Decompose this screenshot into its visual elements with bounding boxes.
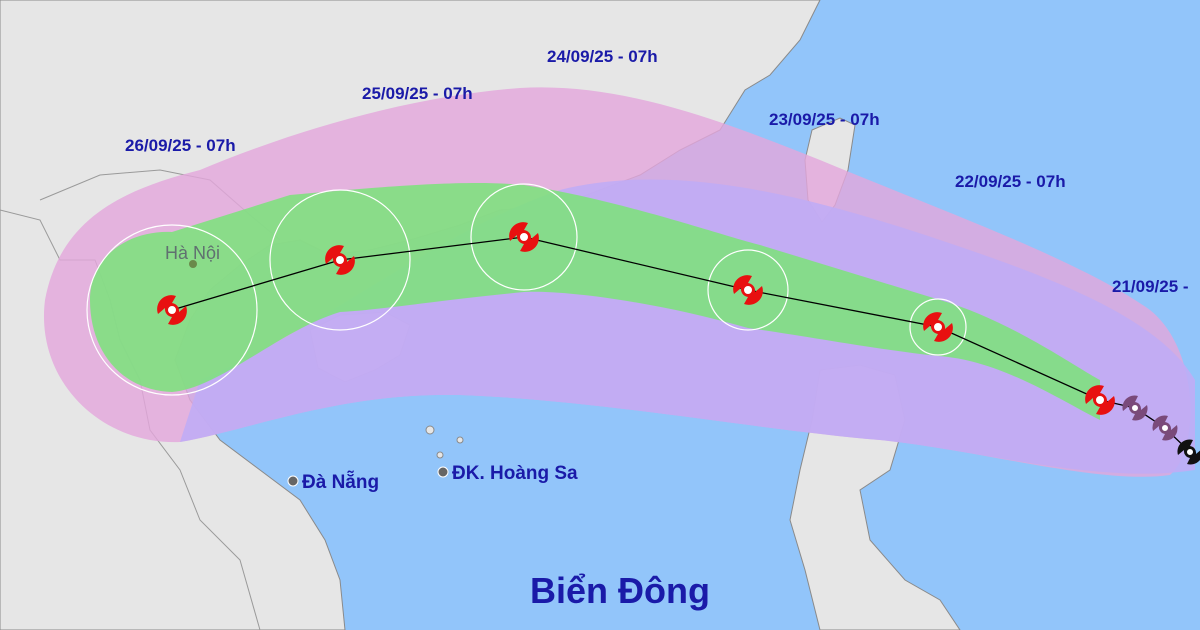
forecast-label: 22/09/25 - 07h bbox=[955, 172, 1066, 191]
forecast-label: 24/09/25 - 07h bbox=[547, 47, 658, 66]
place-label: Đà Nẵng bbox=[302, 470, 379, 493]
storm-icons bbox=[157, 222, 1200, 465]
forecast-label: 21/09/25 - bbox=[1112, 277, 1189, 296]
place-label: Hà Nội bbox=[165, 243, 220, 263]
sea-label: Biển Đông bbox=[530, 570, 710, 611]
forecast-label: 23/09/25 - 07h bbox=[769, 110, 880, 129]
city-markers bbox=[189, 260, 449, 487]
forecast-label: 26/09/25 - 07h bbox=[125, 136, 236, 155]
place-label: ĐK. Hoàng Sa bbox=[452, 463, 578, 484]
forecast-cone bbox=[86, 183, 1100, 420]
forecast-label: 25/09/25 - 07h bbox=[362, 84, 473, 103]
